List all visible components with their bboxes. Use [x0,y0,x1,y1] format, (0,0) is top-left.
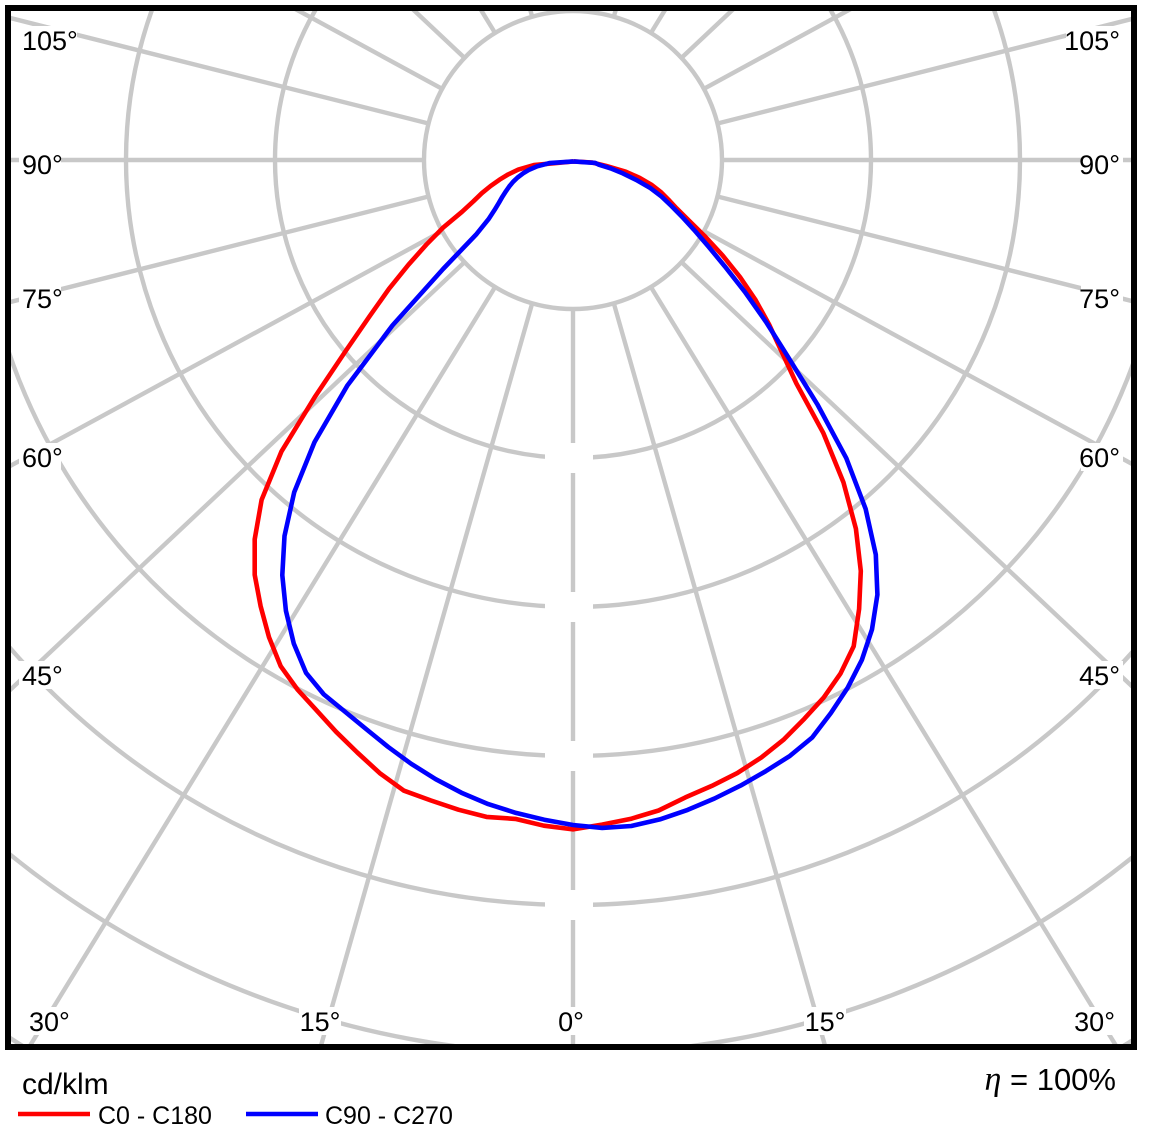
svg-text:60°: 60° [1079,443,1120,473]
svg-text:105°: 105° [1064,26,1120,56]
svg-text:75°: 75° [22,284,63,314]
svg-text:15°: 15° [805,1007,846,1037]
svg-text:30°: 30° [29,1007,70,1037]
svg-text:105°: 105° [22,26,78,56]
svg-text:cd/klm: cd/klm [22,1068,109,1101]
svg-text:15°: 15° [300,1007,341,1037]
svg-text:90°: 90° [22,150,63,180]
svg-text:30°: 30° [1074,1007,1115,1037]
svg-text:60°: 60° [22,443,63,473]
svg-text:45°: 45° [1079,661,1120,691]
svg-text:C90 - C270: C90 - C270 [325,1102,453,1130]
svg-text:η = 100%: η = 100% [985,1061,1117,1098]
svg-text:0°: 0° [558,1007,584,1037]
svg-text:90°: 90° [1079,150,1120,180]
svg-text:75°: 75° [1079,284,1120,314]
svg-text:45°: 45° [22,661,63,691]
svg-text:C0 - C180: C0 - C180 [98,1102,212,1130]
